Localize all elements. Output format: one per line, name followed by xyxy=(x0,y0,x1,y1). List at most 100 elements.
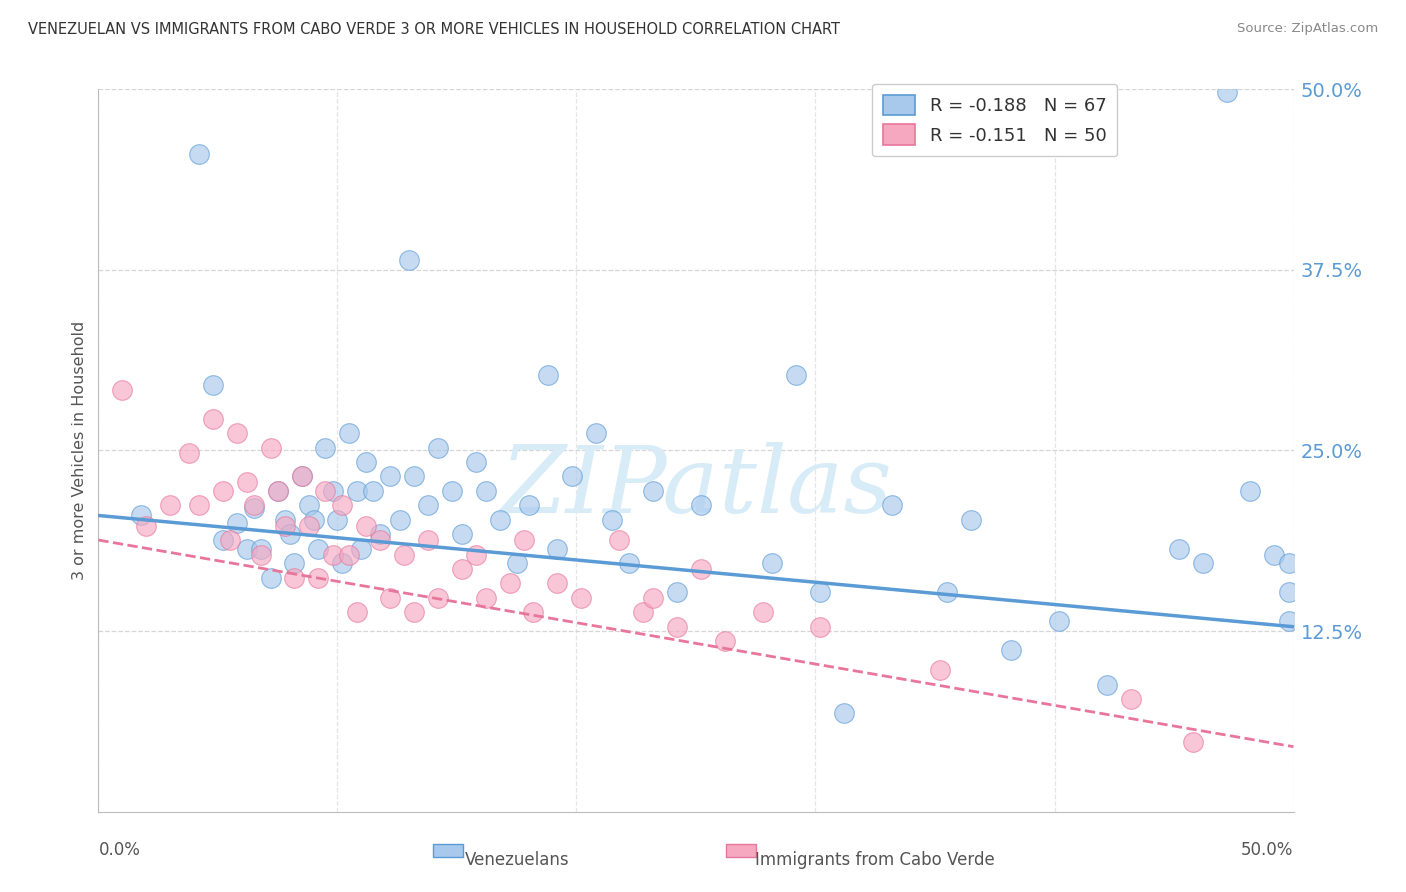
Point xyxy=(283,571,305,585)
Text: VENEZUELAN VS IMMIGRANTS FROM CABO VERDE 3 OR MORE VEHICLES IN HOUSEHOLD CORRELA: VENEZUELAN VS IMMIGRANTS FROM CABO VERDE… xyxy=(28,22,841,37)
Point xyxy=(187,499,209,513)
Point xyxy=(226,516,249,530)
Point xyxy=(274,518,297,533)
Point xyxy=(402,605,425,619)
Point xyxy=(489,513,512,527)
Point xyxy=(259,571,281,585)
Point xyxy=(394,548,416,562)
Point xyxy=(315,483,337,498)
Point xyxy=(1239,483,1261,498)
Point xyxy=(354,518,377,533)
Point xyxy=(202,378,225,392)
Point xyxy=(1182,735,1205,749)
Point xyxy=(274,513,297,527)
Point xyxy=(259,441,281,455)
Text: 0.0%: 0.0% xyxy=(98,840,141,859)
Point xyxy=(322,548,344,562)
Point xyxy=(517,499,540,513)
Y-axis label: 3 or more Vehicles in Household: 3 or more Vehicles in Household xyxy=(72,321,87,580)
Point xyxy=(378,469,401,483)
Point xyxy=(339,548,360,562)
Point xyxy=(388,513,411,527)
Point xyxy=(322,483,344,498)
Point xyxy=(689,499,711,513)
Point xyxy=(235,541,257,556)
Point xyxy=(291,469,314,483)
Point xyxy=(617,556,640,570)
Point xyxy=(291,469,314,483)
Point xyxy=(202,411,225,425)
Point xyxy=(569,591,592,605)
Point xyxy=(243,501,266,516)
Point xyxy=(441,483,464,498)
Point xyxy=(808,585,831,599)
Point xyxy=(761,556,783,570)
Point xyxy=(752,605,775,619)
Point xyxy=(546,541,568,556)
Point xyxy=(465,455,488,469)
Point xyxy=(808,620,831,634)
Point xyxy=(522,605,544,619)
Point xyxy=(602,513,624,527)
Point xyxy=(936,585,959,599)
Point xyxy=(713,634,735,648)
Point xyxy=(1278,614,1301,628)
Point xyxy=(315,441,337,455)
Point xyxy=(418,533,440,547)
Point xyxy=(339,426,360,441)
Point xyxy=(267,483,290,498)
Point xyxy=(326,513,349,527)
Point xyxy=(235,475,257,490)
Point xyxy=(474,591,496,605)
Point xyxy=(1191,556,1213,570)
Point xyxy=(135,518,157,533)
Point xyxy=(1278,556,1301,570)
Point xyxy=(346,605,368,619)
Point xyxy=(665,620,688,634)
Legend: R = -0.188   N = 67, R = -0.151   N = 50: R = -0.188 N = 67, R = -0.151 N = 50 xyxy=(872,84,1118,156)
Point xyxy=(450,562,472,576)
Point xyxy=(402,469,425,483)
Point xyxy=(1167,541,1189,556)
Point xyxy=(418,499,440,513)
Point xyxy=(307,571,329,585)
Text: ZIPatlas: ZIPatlas xyxy=(501,442,891,532)
Point xyxy=(513,533,536,547)
Point xyxy=(330,556,353,570)
Point xyxy=(641,591,664,605)
Point xyxy=(346,483,368,498)
Point xyxy=(426,441,449,455)
Point xyxy=(370,533,392,547)
Point xyxy=(1000,643,1022,657)
Point xyxy=(187,147,209,161)
Point xyxy=(330,499,353,513)
Point xyxy=(609,533,631,547)
Point xyxy=(465,548,488,562)
Point xyxy=(302,513,325,527)
Point xyxy=(585,426,607,441)
Point xyxy=(1095,677,1118,691)
Point xyxy=(665,585,688,599)
Text: Immigrants from Cabo Verde: Immigrants from Cabo Verde xyxy=(755,852,995,870)
Point xyxy=(506,556,529,570)
Point xyxy=(450,527,472,541)
Point xyxy=(354,455,377,469)
Point xyxy=(179,446,201,460)
Point xyxy=(211,483,233,498)
Point xyxy=(1278,585,1301,599)
Point xyxy=(378,591,401,605)
Point xyxy=(561,469,583,483)
FancyBboxPatch shape xyxy=(433,844,463,856)
Point xyxy=(928,663,950,677)
Point xyxy=(633,605,655,619)
Point xyxy=(498,576,520,591)
Point xyxy=(211,533,233,547)
Point xyxy=(689,562,711,576)
Point xyxy=(832,706,855,721)
Point xyxy=(298,518,321,533)
Point xyxy=(363,483,385,498)
Point xyxy=(537,368,560,383)
Point xyxy=(250,541,273,556)
Point xyxy=(426,591,449,605)
Text: 50.0%: 50.0% xyxy=(1241,840,1294,859)
